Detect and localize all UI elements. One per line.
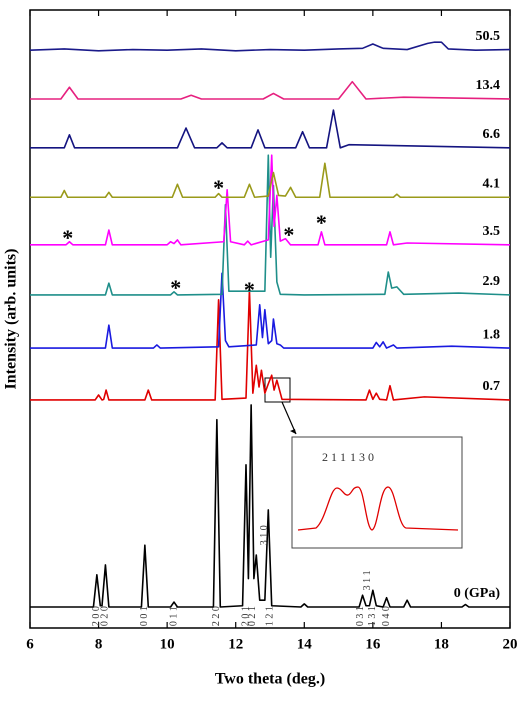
hkl-label: 0 1 1 [168, 606, 179, 626]
hkl-label: 0 0 1 [139, 606, 150, 626]
pattern-line [30, 404, 510, 608]
inset-label: 1 3 0 [350, 450, 374, 464]
x-tick-label: 18 [434, 636, 449, 652]
hkl-label: 1 3 1 [367, 606, 378, 626]
series-label: 50.5 [476, 29, 501, 44]
series-label: 4.1 [483, 176, 501, 191]
pattern-line [30, 154, 511, 296]
series-label: 13.4 [476, 78, 501, 93]
hkl-label: 3 1 0 [259, 525, 270, 545]
pattern-line [30, 80, 511, 100]
series-label: 2.9 [483, 274, 501, 289]
x-axis-title: Two theta (deg.) [215, 671, 325, 688]
pattern-line [30, 154, 511, 246]
hkl-label: 2 0 0 [91, 606, 102, 626]
inset-label: 2 1 1 [322, 450, 346, 464]
star-mark: * [62, 225, 73, 250]
x-tick-label: 6 [26, 636, 34, 652]
zoom-arrow [281, 401, 297, 435]
series-label: 0 (GPa) [454, 586, 501, 601]
star-mark: * [244, 277, 255, 302]
pattern-line [30, 289, 511, 401]
pattern-line [29, 41, 511, 52]
star-mark: * [316, 210, 327, 235]
pattern-line [30, 109, 511, 149]
y-axis-title: Intensity (arb. units) [3, 249, 20, 390]
inset [291, 436, 463, 549]
arrow-head [290, 429, 296, 434]
hkl-label: 0 2 0 [100, 606, 111, 626]
hkl-label: 1 2 1 [264, 606, 275, 626]
x-tick-label: 14 [297, 636, 313, 652]
series-label: 6.6 [483, 127, 501, 142]
inset-curve [297, 486, 459, 531]
hkl-label: 2 0 1 [240, 606, 251, 626]
pattern-line [30, 162, 510, 199]
series-label: 1.8 [483, 327, 501, 342]
star-mark: * [283, 222, 294, 247]
star-mark: * [213, 175, 224, 200]
hkl-label: 0 4 0 [381, 606, 392, 626]
x-tick-label: 10 [160, 636, 175, 652]
series-label: 0.7 [483, 379, 501, 394]
x-tick-label: 8 [95, 636, 103, 652]
star-mark: * [170, 275, 181, 300]
hkl-label: 2 2 0 [211, 606, 222, 626]
x-tick-label: 20 [503, 636, 518, 652]
hkl-label: 0 3 1 [355, 606, 366, 626]
hkl-label: 0 2 1 [247, 606, 258, 626]
plot-frame [29, 9, 511, 629]
x-tick-label: 12 [228, 636, 243, 652]
pattern-line [30, 272, 511, 349]
series-label: 3.5 [483, 224, 501, 239]
hkl-label: 3 1 1 [362, 570, 373, 590]
x-tick-label: 16 [365, 636, 381, 652]
